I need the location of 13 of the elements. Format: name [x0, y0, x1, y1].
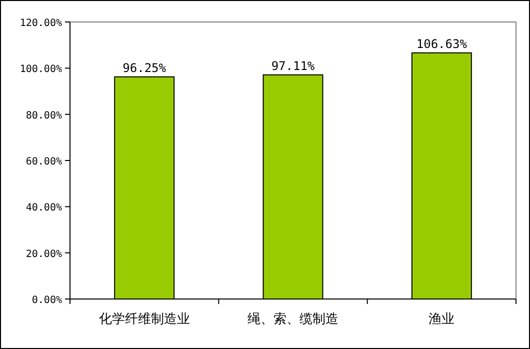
data-label: 96.25% [122, 60, 167, 75]
x-tick-label: 渔业 [428, 311, 455, 326]
y-tick-label: 40.00% [26, 202, 62, 214]
data-label: 106.63% [416, 36, 468, 51]
y-tick-label: 80.00% [26, 110, 62, 122]
x-tick-label: 绳、索、缆制造 [248, 311, 338, 326]
y-tick-label: 120.00% [20, 18, 62, 29]
y-tick-label: 100.00% [20, 64, 62, 76]
y-tick-label: 0.00% [32, 295, 62, 306]
y-tick-label: 60.00% [26, 156, 62, 168]
y-tick-label: 20.00% [26, 248, 62, 260]
data-label: 97.11% [271, 58, 316, 73]
x-tick-label: 化学纤维制造业 [98, 311, 190, 326]
